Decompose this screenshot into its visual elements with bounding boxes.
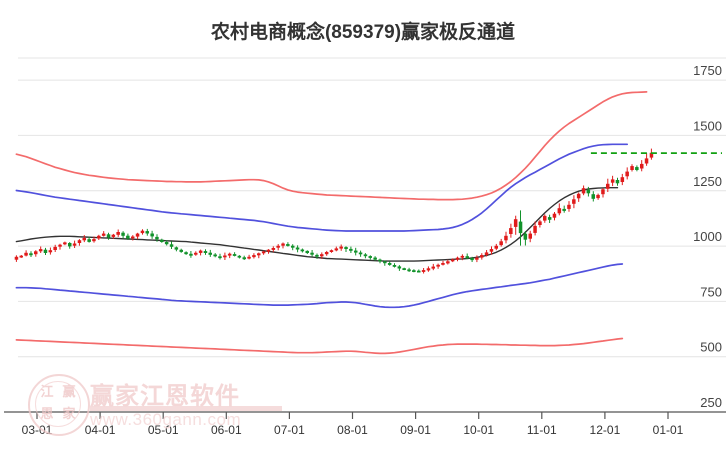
candlestick-series bbox=[14, 148, 654, 274]
x-axis-tick-label: 09-01 bbox=[400, 423, 431, 437]
x-axis-tick-label: 04-01 bbox=[85, 423, 116, 437]
y-axis-labels: 1750 1500 1250 1000 750 500 250 bbox=[693, 63, 722, 410]
x-axis-tick-label: 06-01 bbox=[211, 423, 242, 437]
y-axis-tick-label: 750 bbox=[700, 284, 722, 299]
y-axis-tick-label: 1750 bbox=[693, 63, 722, 78]
x-axis-tick-label: 12-01 bbox=[590, 423, 621, 437]
y-axis-tick-label: 1250 bbox=[693, 174, 722, 189]
x-axis-tick-label: 07-01 bbox=[274, 423, 305, 437]
x-axis-tick-label: 08-01 bbox=[337, 423, 368, 437]
x-axis-labels: 03-01 04-01 05-01 06-01 07-01 08-01 09-01 10-01… bbox=[22, 423, 684, 437]
x-axis-tick-label: 01-01 bbox=[653, 423, 684, 437]
y-axis-tick-label: 250 bbox=[700, 395, 722, 410]
page-title: 农村电商概念(859379)赢家极反通道 bbox=[210, 22, 516, 43]
x-axis-tick-label: 10-01 bbox=[463, 423, 494, 437]
axis-lines bbox=[4, 411, 726, 419]
x-axis-tick-label: 03-01 bbox=[22, 423, 53, 437]
x-axis-tick-label: 11-01 bbox=[527, 423, 557, 437]
y-axis-tick-label: 1000 bbox=[693, 229, 722, 244]
channel-bands bbox=[15, 91, 648, 355]
y-axis-tick-label: 1500 bbox=[693, 118, 722, 133]
x-axis-tick-label: 05-01 bbox=[148, 423, 179, 437]
y-axis-tick-label: 500 bbox=[700, 340, 722, 355]
